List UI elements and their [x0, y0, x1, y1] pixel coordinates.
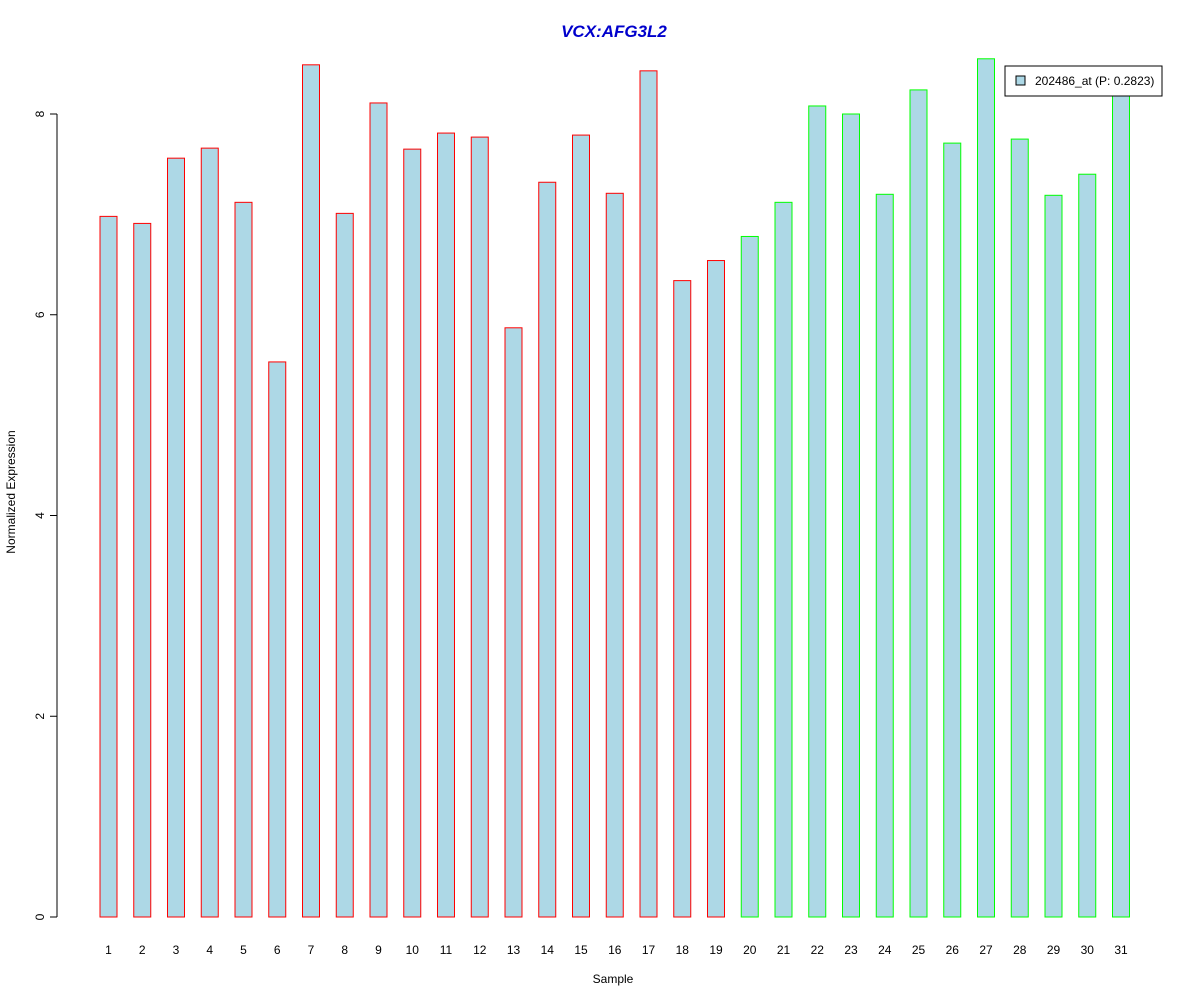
bar-sample-23	[842, 113, 860, 918]
x-tick-label: 29	[1047, 943, 1061, 957]
x-tick-label: 26	[946, 943, 960, 957]
x-tick-label: 6	[274, 943, 281, 957]
x-tick-label: 2	[139, 943, 146, 957]
bar-sample-11	[437, 132, 455, 918]
y-tick-label: 0	[33, 913, 47, 920]
legend: 202486_at (P: 0.2823)	[1004, 65, 1163, 97]
bar-sample-4	[200, 147, 219, 918]
bar-series	[99, 58, 1130, 918]
bar-sample-12	[470, 136, 489, 918]
x-tick-label: 9	[375, 943, 382, 957]
bar-sample-20	[740, 235, 759, 918]
y-axis: 0 2 4 6 8	[33, 110, 58, 920]
bar-sample-30	[1078, 173, 1097, 918]
bar-sample-18	[673, 280, 692, 918]
bar-sample-2	[133, 222, 152, 918]
x-tick-label: 10	[406, 943, 420, 957]
x-axis-label: Sample	[593, 972, 634, 986]
y-tick-label: 8	[33, 110, 47, 117]
bar-sample-7	[302, 64, 320, 918]
bar-sample-19	[707, 260, 725, 918]
x-tick-label: 4	[206, 943, 213, 957]
bar-sample-22	[808, 105, 827, 918]
legend-swatch	[1015, 75, 1026, 86]
x-tick-label: 30	[1081, 943, 1095, 957]
bar-sample-8	[335, 212, 354, 918]
x-tick-label: 17	[642, 943, 656, 957]
x-tick-label: 20	[743, 943, 757, 957]
x-tick-label: 8	[341, 943, 348, 957]
bar-sample-3	[167, 157, 185, 918]
bar-sample-29	[1044, 194, 1063, 918]
bar-sample-27	[977, 58, 995, 918]
x-tick-label: 22	[811, 943, 825, 957]
x-tick-label: 23	[844, 943, 858, 957]
x-tick-label: 3	[173, 943, 180, 957]
bar-sample-17	[639, 70, 658, 918]
bar-sample-31	[1112, 93, 1130, 918]
x-tick-label: 14	[541, 943, 555, 957]
bar-sample-14	[538, 181, 557, 918]
x-tick-label: 16	[608, 943, 622, 957]
y-axis-label: Normalized Expression	[4, 430, 18, 553]
bar-sample-1	[99, 215, 118, 918]
x-tick-label: 24	[878, 943, 892, 957]
x-tick-label: 7	[308, 943, 315, 957]
x-tick-label: 25	[912, 943, 926, 957]
bar-sample-9	[369, 102, 388, 918]
x-tick-label: 31	[1114, 943, 1128, 957]
x-tick-label: 27	[979, 943, 993, 957]
bar-sample-26	[943, 142, 962, 918]
x-tick-labels: 1 2 3 4 5 6 7 8 9 10 11 12 13 14 15 16 17 18 19 20 21 22 23 24 2…	[105, 943, 1128, 957]
x-tick-label: 19	[709, 943, 723, 957]
bar-sample-6	[268, 361, 287, 918]
bar-sample-5	[234, 201, 253, 918]
bar-sample-15	[572, 134, 590, 918]
x-tick-label: 5	[240, 943, 247, 957]
bar-sample-28	[1010, 138, 1029, 918]
x-tick-label: 21	[777, 943, 791, 957]
x-tick-label: 18	[676, 943, 690, 957]
x-tick-label: 13	[507, 943, 521, 957]
x-tick-label: 1	[105, 943, 112, 957]
bar-sample-16	[605, 192, 624, 918]
y-tick-label: 6	[33, 311, 47, 318]
legend-label: 202486_at (P: 0.2823)	[1035, 74, 1154, 88]
bar-sample-21	[774, 201, 793, 918]
y-tick-label: 2	[33, 713, 47, 720]
x-tick-label: 15	[574, 943, 588, 957]
chart-title: VCX:AFG3L2	[561, 22, 667, 41]
bar-sample-24	[875, 193, 894, 918]
legend-box	[1004, 65, 1163, 97]
x-tick-label: 12	[473, 943, 487, 957]
bar-sample-10	[403, 148, 422, 918]
bar-sample-13	[504, 327, 523, 918]
bar-sample-25	[909, 89, 928, 918]
x-tick-label: 28	[1013, 943, 1027, 957]
x-tick-label: 11	[440, 943, 453, 957]
y-tick-label: 4	[33, 512, 47, 519]
